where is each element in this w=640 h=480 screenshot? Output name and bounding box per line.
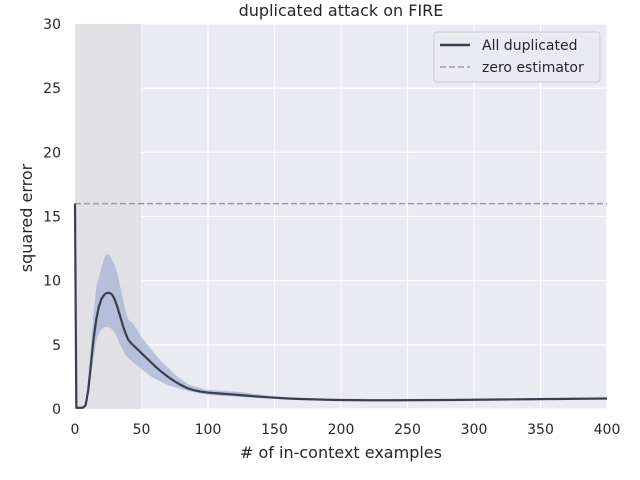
chart-marks (73, 202, 608, 409)
y-tick-label: 15 (43, 210, 61, 226)
y-tick-label: 0 (52, 402, 61, 418)
legend-label-all-duplicated: All duplicated (482, 38, 578, 54)
y-axis-label: squared error (17, 163, 36, 272)
x-tick-label: 400 (594, 422, 621, 438)
legend-box (433, 31, 601, 83)
x-tick-label: 250 (394, 422, 421, 438)
legend: All duplicated zero estimator (433, 31, 601, 83)
x-tick-label: 0 (71, 422, 80, 438)
x-tick-label: 150 (261, 422, 288, 438)
y-tick-label: 5 (52, 338, 61, 354)
x-tick-label: 200 (328, 422, 355, 438)
all-duplicated-line (73, 203, 608, 409)
y-tick-label: 10 (43, 274, 61, 290)
x-axis-label: # of in-context examples (240, 443, 442, 462)
x-tick-label: 100 (195, 422, 222, 438)
x-tick-label: 350 (527, 422, 554, 438)
tick-labels: 0 50 100 150 200 250 300 350 400 0 5 10 15 20 25 30 (43, 17, 620, 438)
legend-label-zero-estimator: zero estimator (482, 60, 584, 76)
chart-title: duplicated attack on FIRE (239, 1, 444, 20)
x-tick-label: 50 (133, 422, 151, 438)
x-tick-label: 300 (461, 422, 488, 438)
y-tick-label: 25 (43, 81, 61, 97)
y-tick-label: 30 (43, 17, 61, 33)
y-tick-label: 20 (43, 145, 61, 161)
